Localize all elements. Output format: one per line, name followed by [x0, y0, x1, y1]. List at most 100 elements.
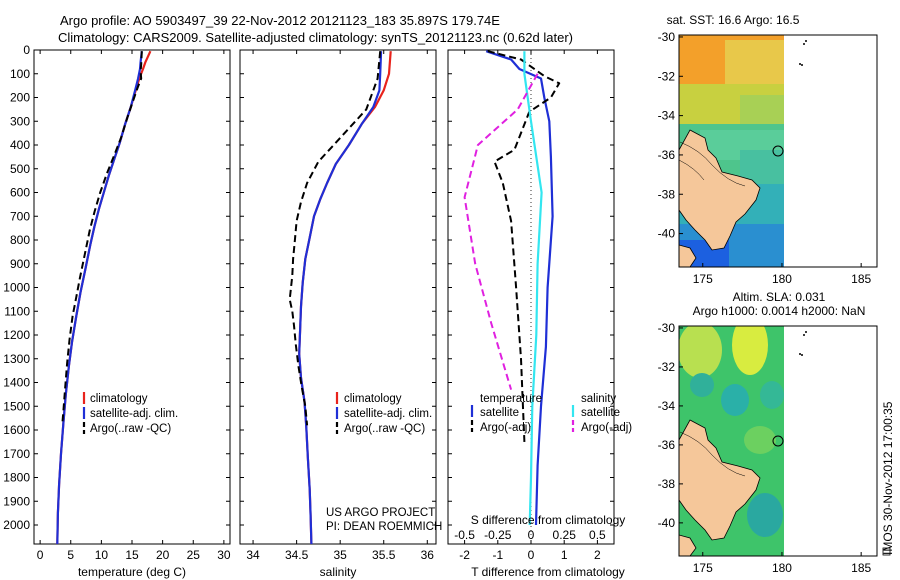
y-tick-label: 1900 [3, 494, 30, 508]
x-tick-label: 25 [187, 548, 201, 562]
temperature-xlabel: temperature (deg C) [78, 565, 186, 579]
pi-annotation: PI: DEAN ROEMMICH [326, 521, 442, 533]
y-tick-label: 900 [10, 257, 30, 271]
x-tick-label: 0 [528, 548, 535, 562]
y-tick-label: 1500 [3, 399, 30, 413]
y-tick-label: 400 [10, 138, 30, 152]
y-tick-label: 300 [10, 114, 30, 128]
salinity-legend: climatology satellite-adj. clim. Argo(..… [335, 392, 432, 435]
series-line-climatology [56, 50, 152, 544]
salinity-axes [239, 49, 437, 545]
series-line-salinity-satellite [523, 51, 543, 526]
argo-location-marker [772, 145, 784, 157]
series-line-argo-raw-qc- [61, 51, 143, 426]
y-tick-label: 600 [10, 186, 30, 200]
legend-satellite: satellite-adj. clim. [90, 408, 178, 420]
y-tick-label: 2000 [3, 518, 30, 532]
y-tick-label: 1800 [3, 471, 30, 485]
sst-map-frame [678, 34, 878, 268]
x-tick-label: -1 [492, 548, 503, 562]
series-line-satellite-adj-clim- [298, 51, 383, 544]
x-tick-label: 1 [561, 548, 568, 562]
map-x-tick-label: 185 [851, 272, 871, 286]
map-y-tick-label: -32 [658, 69, 676, 83]
map-y-tick-label: -38 [658, 477, 676, 491]
x-tick-label: 15 [125, 548, 139, 562]
legend-sal-argo: Argo(-adj) [581, 422, 632, 434]
map-x-tick-label: 175 [693, 272, 713, 286]
y-tick-label: 1300 [3, 352, 30, 366]
y-tick-label: 200 [10, 91, 30, 105]
legend-temp-argo: Argo(-adj) [480, 422, 531, 434]
sla-map-title: Altim. SLA: 0.031 [733, 290, 826, 304]
x-tick-label: 5 [67, 548, 74, 562]
map-y-tick-label: -38 [658, 187, 676, 201]
difference-ticks: -2 -1 0 1 2-0.5 -0.25 0 0.25 0.5 [448, 49, 614, 562]
map-y-tick-label: -30 [658, 30, 676, 44]
x-tick-label: 30 [217, 548, 231, 562]
y-tick-label: 1400 [3, 376, 30, 390]
map-y-tick-label: -34 [658, 399, 676, 413]
x-tick-label: 10 [95, 548, 109, 562]
legend-temp-satellite: satellite [480, 407, 519, 419]
temperature-legend: climatology satellite-adj. clim. Argo(..… [82, 392, 178, 435]
x-tick-label: 36 [421, 548, 435, 562]
series-line-climatology [298, 51, 392, 544]
x-tick-label: 34.5 [285, 548, 309, 562]
map-y-tick-label: -32 [658, 360, 676, 374]
y-tick-label: 800 [10, 233, 30, 247]
figure-title-line2: Climatology: CARS2009. Satellite-adjuste… [58, 30, 573, 45]
salinity-xlabel: salinity [320, 565, 357, 579]
y-tick-label: 100 [10, 67, 30, 81]
map-y-tick-label: -36 [658, 438, 676, 452]
series-line-salinity-argo-adj- [463, 73, 539, 390]
temperature-axes [33, 49, 231, 545]
x-top-tick-label: 0.5 [589, 528, 606, 542]
map-x-tick-label: 185 [851, 561, 871, 575]
temperature-series [56, 50, 152, 544]
y-tick-label: 700 [10, 209, 30, 223]
map-x-tick-label: 180 [772, 272, 792, 286]
y-tick-label: 1000 [3, 281, 30, 295]
legend-satellite: satellite-adj. clim. [344, 408, 432, 420]
salinity-ticks: 34 34.5 35 35.5 36 [240, 49, 436, 562]
x-top-tick-label: 0.25 [553, 528, 577, 542]
salinity-series [288, 51, 392, 544]
difference-legend: temperature satellite Argo(-adj) salinit… [470, 393, 632, 434]
y-tick-label: 1100 [4, 304, 30, 318]
map-y-tick-label: -36 [658, 148, 676, 162]
difference-xlabel-top: S difference from climatology [471, 513, 626, 527]
imos-timestamp: IMOS 30-Nov-2012 17:00:35 [881, 401, 895, 555]
map-x-tick-label: 180 [772, 561, 792, 575]
sst-map [679, 35, 784, 267]
x-tick-label: 0 [37, 548, 44, 562]
x-tick-label: 35.5 [372, 548, 396, 562]
y-tick-label: 0 [23, 43, 30, 57]
legend-salinity-header: salinity [581, 393, 616, 405]
legend-climatology: climatology [90, 393, 148, 405]
sst-map-ticks: 175 180 185 -30 -32 -34 -36 -38 -40 [658, 30, 872, 286]
imos-logo-box [882, 547, 891, 556]
difference-series [463, 50, 561, 526]
map-y-tick-label: -34 [658, 109, 676, 123]
map-x-tick-label: 175 [693, 561, 713, 575]
legend-temperature-header: temperature [480, 393, 542, 405]
map-y-tick-label: -40 [658, 516, 676, 530]
legend-climatology: climatology [344, 393, 402, 405]
x-tick-label: -2 [459, 548, 470, 562]
sla-map-subtitle: Argo h1000: 0.0014 h2000: NaN [693, 304, 866, 318]
project-annotation: US ARGO PROJECT [326, 507, 435, 519]
x-tick-label: 34 [246, 548, 260, 562]
legend-argo: Argo(..raw -QC) [90, 423, 171, 435]
x-tick-label: 2 [594, 548, 601, 562]
sla-map-ticks: 175 180 185 -30 -32 -34 -36 -38 -40 [658, 321, 872, 575]
temperature-ticks: 0 5 10 15 20 25 300100200300400500600700800900… [3, 43, 231, 562]
series-line-temperature-satellite [485, 50, 554, 526]
map-y-tick-label: -30 [658, 321, 676, 335]
legend-argo: Argo(..raw -QC) [344, 423, 425, 435]
legend-sal-satellite: satellite [581, 407, 620, 419]
figure-title-line1: Argo profile: AO 5903497_39 22-Nov-2012 … [60, 13, 500, 28]
difference-xlabel: T difference from climatology [471, 565, 625, 579]
series-line-satellite-adj-clim- [56, 51, 143, 544]
